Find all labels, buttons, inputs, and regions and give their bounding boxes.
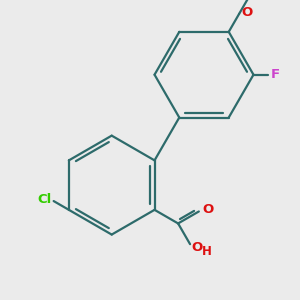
Text: F: F bbox=[271, 68, 280, 81]
Text: O: O bbox=[192, 241, 203, 254]
Text: H: H bbox=[202, 245, 212, 258]
Text: O: O bbox=[242, 6, 253, 20]
Text: Cl: Cl bbox=[38, 193, 52, 206]
Text: O: O bbox=[203, 203, 214, 216]
